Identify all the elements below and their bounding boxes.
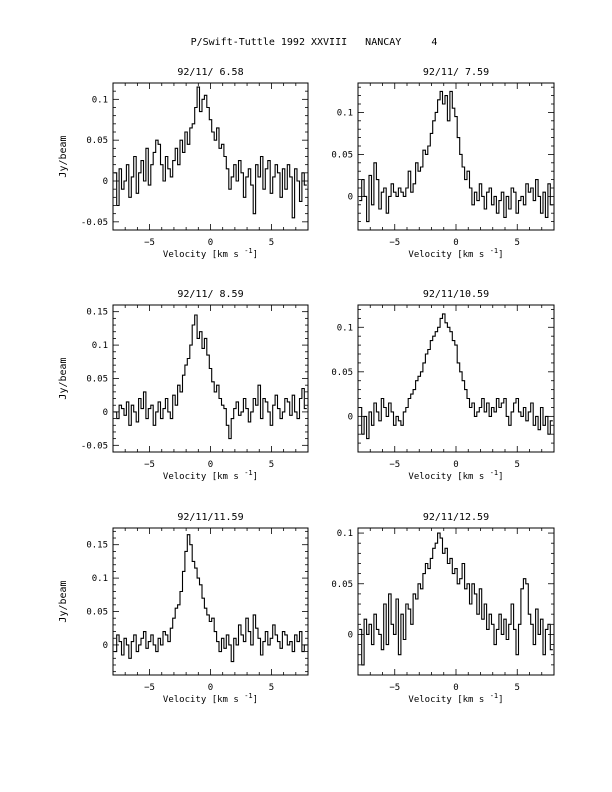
plot-frame (357, 527, 555, 676)
x-tick-label: 0 (208, 683, 213, 693)
y-tick-label: 0 (348, 412, 353, 422)
x-tick-label: 5 (515, 683, 520, 693)
x-tick-label: 0 (208, 238, 213, 248)
y-axis-label: Jy/beam (58, 580, 69, 622)
x-tick-label: 0 (453, 238, 458, 248)
y-tick-label: 0 (348, 192, 353, 202)
y-tick-label: 0.05 (86, 136, 108, 146)
y-tick-label: 0.1 (92, 95, 108, 105)
spectrum-panel-3: −5 0 5 -0.05 0 0.05 0.1 0.15 92/11/ 8.59 Velocity… (58, 289, 309, 482)
spectrum-series (114, 86, 307, 219)
x-axis-label: Velocity [km s -1] (163, 469, 258, 482)
plot-frame (357, 82, 555, 231)
y-tick-label: 0.1 (337, 108, 353, 118)
x-tick-label: 5 (269, 683, 274, 693)
y-tick-label: 0.05 (331, 580, 353, 590)
y-tick-label: 0.05 (331, 150, 353, 160)
panel-title: 92/11/12.59 (423, 512, 489, 523)
x-tick-label: 0 (208, 460, 213, 470)
y-tick-label: 0.1 (92, 574, 108, 584)
x-tick-label: −5 (144, 460, 155, 470)
x-tick-label: −5 (389, 460, 400, 470)
x-tick-label: 5 (515, 238, 520, 248)
spectrum-panel-2: −5 0 5 0 0.05 0.1 92/11/ 7.59 Velocity [km s -1… (331, 67, 555, 260)
spectrum-series (359, 313, 553, 440)
y-tick-label: -0.05 (81, 218, 108, 228)
x-axis-label: Velocity [km s -1] (163, 692, 258, 705)
x-tick-label: 5 (515, 460, 520, 470)
spectrum-panel-5: −5 0 5 0 0.05 0.1 0.15 92/11/11.59 Velocity [km … (58, 512, 309, 705)
spectrum-series (114, 534, 307, 663)
x-tick-label: −5 (144, 238, 155, 248)
spectrum-panel-6: −5 0 5 0 0.05 0.1 92/11/12.59 Velocity [km s -1… (331, 512, 555, 705)
panel-title: 92/11/ 8.59 (177, 289, 243, 300)
x-tick-label: 5 (269, 238, 274, 248)
spectrum-series (359, 532, 553, 666)
y-axis-label: Jy/beam (58, 135, 69, 177)
y-tick-label: 0.05 (86, 375, 108, 385)
x-tick-label: 5 (269, 460, 274, 470)
panel-title: 92/11/ 6.58 (177, 67, 243, 78)
x-axis-label: Velocity [km s -1] (408, 469, 503, 482)
spectrum-series (359, 90, 553, 223)
y-tick-label: 0 (348, 630, 353, 640)
y-tick-label: 0.15 (86, 308, 108, 318)
y-tick-label: 0 (103, 641, 108, 651)
page-title: P/Swift-Tuttle 1992 XXVIII NANCAY 4 (190, 37, 438, 48)
y-tick-label: 0.15 (86, 541, 108, 551)
y-axis-label: Jy/beam (58, 357, 69, 399)
y-tick-label: 0.05 (331, 368, 353, 378)
y-tick-label: 0 (103, 408, 108, 418)
y-tick-label: 0.1 (337, 323, 353, 333)
x-axis-label: Velocity [km s -1] (408, 247, 503, 260)
spectrum-panel-1: −5 0 5 -0.05 0 0.05 0.1 92/11/ 6.58 Velocity [km… (58, 67, 309, 260)
plot-frame (112, 527, 309, 676)
y-tick-label: 0.05 (86, 608, 108, 618)
panel-title: 92/11/10.59 (423, 289, 489, 300)
x-tick-label: −5 (389, 238, 400, 248)
y-tick-label: -0.05 (81, 441, 108, 451)
x-axis-label: Velocity [km s -1] (163, 247, 258, 260)
panel-title: 92/11/ 7.59 (423, 67, 489, 78)
plot-frame (112, 82, 309, 231)
y-tick-label: 0.1 (92, 341, 108, 351)
x-tick-label: −5 (389, 683, 400, 693)
x-axis-label: Velocity [km s -1] (408, 692, 503, 705)
spectrum-panel-4: −5 0 5 0 0.05 0.1 92/11/10.59 Velocity [km s -1… (331, 289, 555, 482)
spectrum-series (114, 314, 307, 440)
x-tick-label: 0 (453, 683, 458, 693)
y-tick-label: 0 (103, 177, 108, 187)
x-tick-label: −5 (144, 683, 155, 693)
x-tick-label: 0 (453, 460, 458, 470)
y-tick-label: 0.1 (337, 529, 353, 539)
plot-frame (112, 304, 309, 453)
panel-title: 92/11/11.59 (177, 512, 243, 523)
plot-frame (357, 304, 555, 453)
